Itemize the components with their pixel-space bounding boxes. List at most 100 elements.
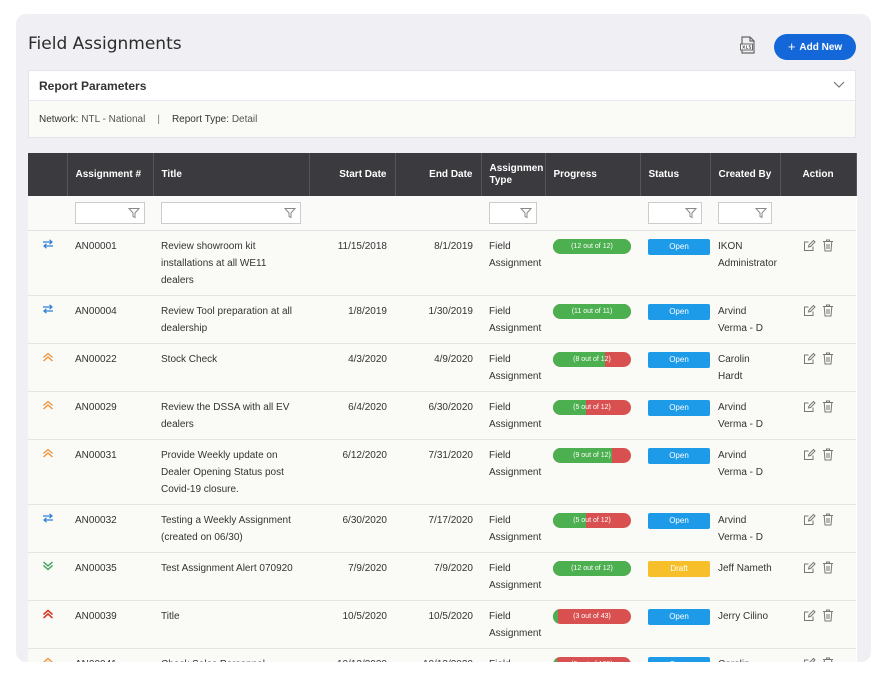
filter-icon[interactable] — [754, 207, 768, 222]
end-date: 6/30/2020 — [395, 391, 481, 440]
priority-low-icon — [42, 560, 54, 574]
progress-fill — [553, 238, 631, 254]
start-date: 4/3/2020 — [309, 343, 395, 392]
assignment-type: Field Assignment — [481, 230, 545, 296]
delete-icon[interactable] — [822, 400, 834, 419]
assignment-title: Stock Check — [153, 343, 309, 392]
chevron-down-icon[interactable] — [833, 80, 845, 92]
edit-icon[interactable] — [803, 561, 816, 580]
table-row[interactable]: AN00004 Review Tool preparation at all de… — [28, 295, 856, 344]
delete-icon[interactable] — [822, 304, 834, 323]
table-row[interactable]: AN00029 Review the DSSA with all EV deale… — [28, 391, 856, 440]
column-header-title[interactable]: Title — [153, 153, 310, 196]
column-header-number[interactable]: Assignment # — [67, 153, 154, 196]
column-header-progress[interactable]: Progress — [545, 153, 641, 196]
created-by-filter-input[interactable] — [718, 201, 772, 224]
column-header-created-by[interactable]: Created By — [710, 153, 781, 196]
progress-fill — [553, 447, 612, 463]
delete-icon[interactable] — [822, 657, 834, 662]
filter-icon[interactable] — [684, 207, 698, 222]
add-new-label: Add New — [799, 41, 843, 53]
delete-icon[interactable] — [822, 352, 834, 371]
created-by: Arvind Verma - D — [710, 391, 780, 440]
filter-icon[interactable] — [519, 207, 533, 222]
edit-icon[interactable] — [803, 239, 816, 258]
priority-critical-icon — [42, 608, 54, 622]
created-by: Carolin Hardt — [710, 648, 780, 662]
status-badge: Open — [648, 351, 710, 368]
created-by: Jeff Nameth — [710, 552, 780, 601]
filter-icon[interactable] — [127, 207, 141, 222]
column-header-end-date[interactable]: End Date — [395, 153, 482, 196]
table-row[interactable]: AN00041Check Sales Personnel Training co… — [28, 648, 856, 662]
assignment-number: AN00032 — [67, 504, 153, 553]
start-date: 10/13/2020 — [309, 648, 395, 662]
progress-fill — [553, 512, 586, 528]
assignment-number: AN00031 — [67, 439, 153, 505]
delete-icon[interactable] — [822, 513, 834, 532]
delete-icon[interactable] — [822, 239, 834, 258]
table-row[interactable]: AN00039 Title 10/5/2020 10/5/2020 Field Assi… — [28, 600, 856, 649]
progress-label: (5 out of 12) — [573, 403, 611, 411]
created-by: Arvind Verma - D — [710, 295, 780, 344]
created-by: Arvind Verma - D — [710, 504, 780, 553]
delete-icon[interactable] — [822, 448, 834, 467]
table-row[interactable]: AN00001 Review showroom kit installations… — [28, 230, 856, 296]
assignment-title: Review Tool preparation at all dealershi… — [153, 295, 309, 344]
table-row[interactable]: AN00035 Test Assignment Alert 070920 7/9/2… — [28, 552, 856, 601]
edit-icon[interactable] — [803, 400, 816, 419]
progress-fill — [553, 608, 559, 624]
column-header-status[interactable]: Status — [640, 153, 711, 196]
column-header-start-date[interactable]: Start Date — [309, 153, 396, 196]
progress-label: (9 out of 12) — [573, 451, 611, 459]
table-row[interactable]: AN00031 Provide Weekly update on Dealer O… — [28, 439, 856, 505]
progress-bar: (8 out of 12) — [553, 351, 631, 367]
edit-icon[interactable] — [803, 657, 816, 662]
progress-label: (3 out of 43) — [573, 612, 611, 620]
priority-medium-icon — [42, 303, 54, 317]
progress-bar: (5 out of 12) — [553, 399, 631, 415]
start-date: 6/4/2020 — [309, 391, 395, 440]
created-by: Arvind Verma - D — [710, 439, 780, 505]
assignment-number: AN00004 — [67, 295, 153, 344]
edit-icon[interactable] — [803, 352, 816, 371]
progress-fill — [553, 656, 557, 662]
report-parameters-title: Report Parameters — [39, 78, 147, 93]
edit-icon[interactable] — [803, 609, 816, 628]
progress-label: (5 out of 12) — [573, 516, 611, 524]
progress-label: (12 out of 12) — [571, 242, 613, 250]
edit-icon[interactable] — [803, 304, 816, 323]
delete-icon[interactable] — [822, 561, 834, 580]
end-date: 10/13/2020 — [395, 648, 481, 662]
assignment-number: AN00029 — [67, 391, 153, 440]
progress-bar: (9 out of 195) — [553, 656, 631, 662]
progress-bar: (11 out of 11) — [553, 303, 631, 319]
progress-bar: (9 out of 12) — [553, 447, 631, 463]
priority-high-icon — [42, 657, 54, 662]
priority-high-icon — [42, 400, 54, 413]
start-date: 11/15/2018 — [309, 230, 395, 296]
priority-medium-icon — [42, 512, 54, 526]
type-filter-input[interactable] — [489, 201, 537, 224]
filter-icon[interactable] — [283, 207, 297, 222]
title-filter-input[interactable] — [161, 201, 301, 224]
report-parameters-panel: Report Parameters Network: NTL - Nationa… — [28, 70, 856, 138]
number-filter-input[interactable] — [75, 201, 145, 224]
created-by: IKON Administrator — [710, 230, 780, 296]
column-header-type[interactable]: Assignmen Type — [481, 153, 546, 196]
table-row[interactable]: AN00032 Testing a Weekly Assignment (crea… — [28, 504, 856, 553]
assignment-title: Review the DSSA with all EV dealers — [153, 391, 309, 440]
delete-icon[interactable] — [822, 609, 834, 628]
end-date: 7/31/2020 — [395, 439, 481, 505]
status-filter-input[interactable] — [648, 201, 702, 224]
edit-icon[interactable] — [803, 448, 816, 467]
assignment-type: Field Assignment — [481, 343, 545, 392]
table-row[interactable]: AN00022 Stock Check 4/3/2020 4/9/2020 Field … — [28, 343, 856, 392]
progress-label: (11 out of 11) — [571, 307, 613, 315]
separator: | — [157, 113, 160, 125]
edit-icon[interactable] — [803, 513, 816, 532]
xls-export-icon[interactable] — [740, 36, 756, 54]
report-parameters-header[interactable]: Report Parameters — [29, 71, 855, 101]
priority-column-header — [28, 153, 68, 196]
add-new-button[interactable]: + Add New — [774, 34, 856, 60]
